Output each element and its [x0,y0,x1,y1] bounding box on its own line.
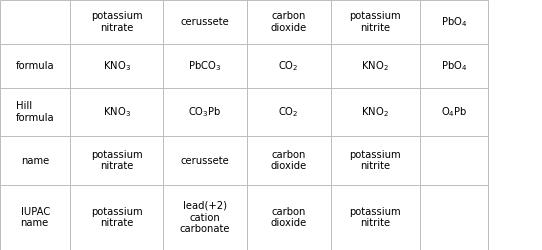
Text: PbO$_4$: PbO$_4$ [441,59,467,72]
Text: CO$_2$: CO$_2$ [278,105,299,119]
Text: KNO$_3$: KNO$_3$ [102,59,131,72]
Text: KNO$_2$: KNO$_2$ [362,105,389,119]
Text: cerussete: cerussete [180,17,229,27]
Text: potassium
nitrate: potassium nitrate [91,150,143,172]
Text: potassium
nitrite: potassium nitrite [350,150,401,172]
Text: name: name [21,156,49,166]
Text: O$_4$Pb: O$_4$Pb [441,105,467,119]
Text: PbCO$_3$: PbCO$_3$ [188,59,221,72]
Text: IUPAC
name: IUPAC name [21,207,50,228]
Text: potassium
nitrate: potassium nitrate [91,207,143,228]
Text: carbon
dioxide: carbon dioxide [270,207,307,228]
Text: formula: formula [16,61,55,71]
Text: carbon
dioxide: carbon dioxide [270,150,307,172]
Text: carbon
dioxide: carbon dioxide [270,11,307,33]
Text: CO$_3$Pb: CO$_3$Pb [188,105,221,119]
Text: potassium
nitrite: potassium nitrite [350,207,401,228]
Text: KNO$_3$: KNO$_3$ [102,105,131,119]
Text: KNO$_2$: KNO$_2$ [362,59,389,72]
Text: lead(+2)
cation
carbonate: lead(+2) cation carbonate [179,201,230,234]
Text: potassium
nitrite: potassium nitrite [350,11,401,33]
Text: PbO$_4$: PbO$_4$ [441,15,467,29]
Text: CO$_2$: CO$_2$ [278,59,299,72]
Text: potassium
nitrate: potassium nitrate [91,11,143,33]
Text: cerussete: cerussete [180,156,229,166]
Text: Hill
formula: Hill formula [16,101,55,123]
